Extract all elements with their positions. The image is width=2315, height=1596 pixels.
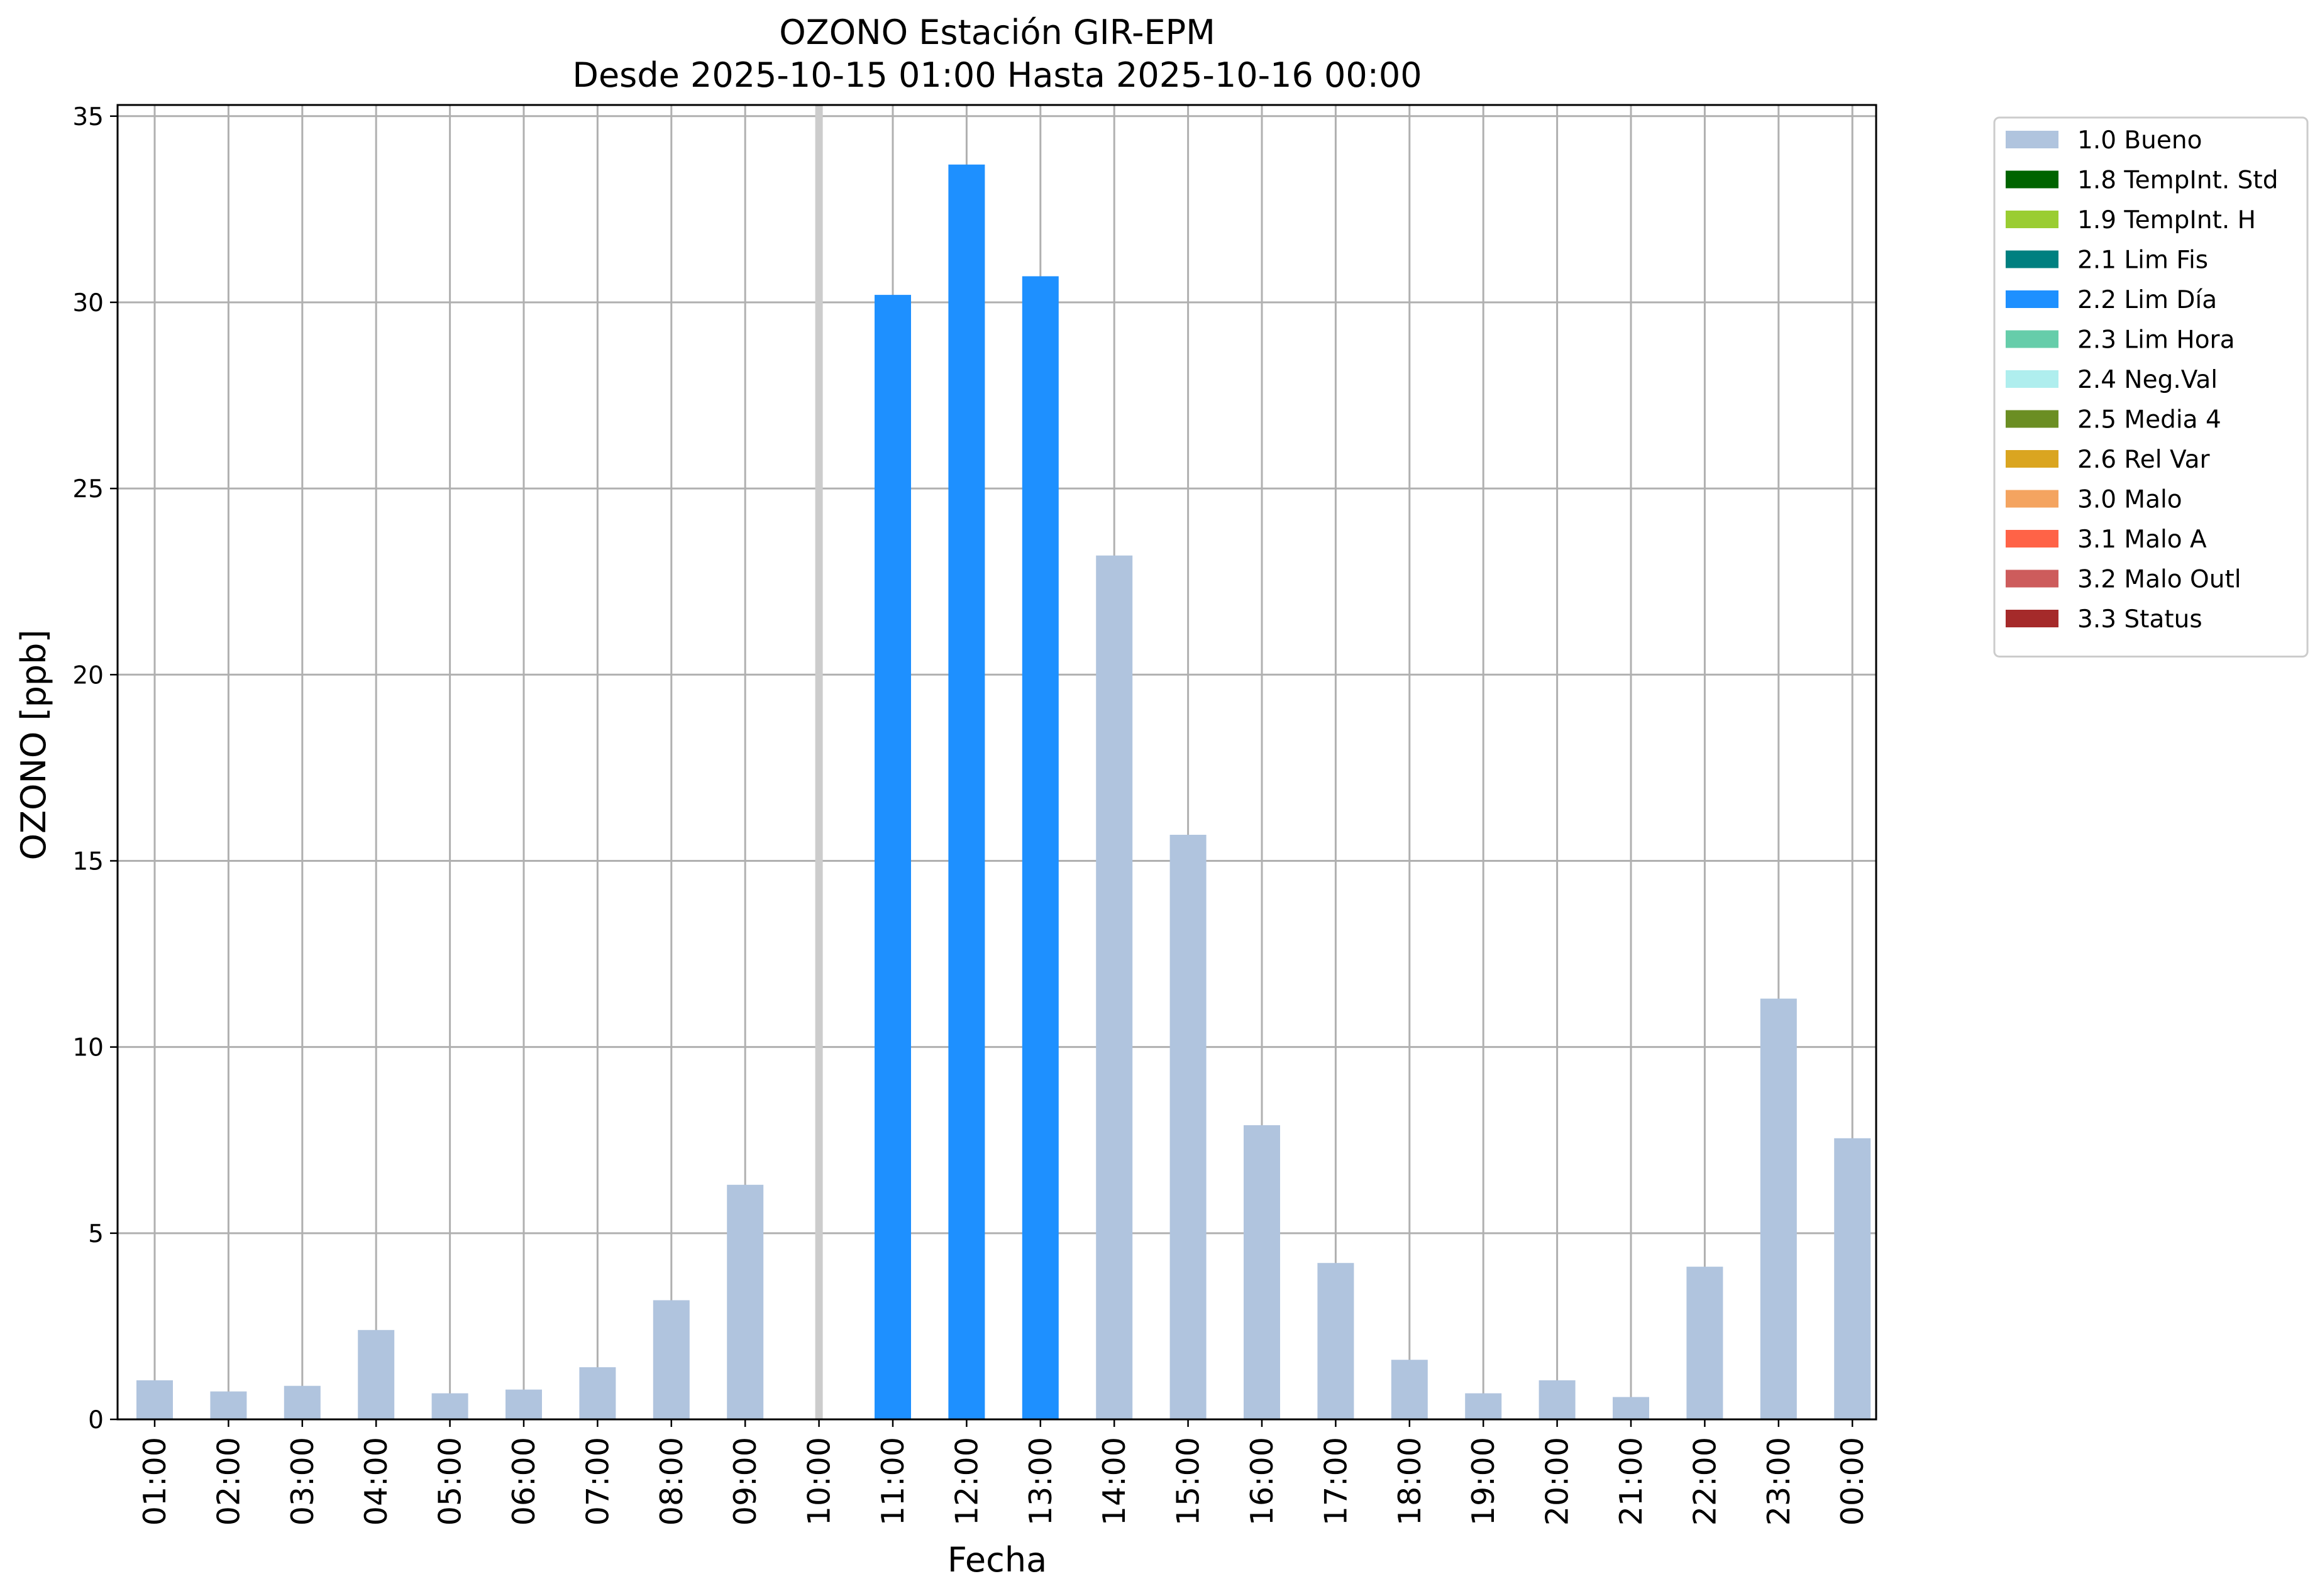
bar-07:00 — [579, 1367, 616, 1419]
legend-label: 3.1 Malo A — [2077, 526, 2207, 554]
legend-label: 1.9 TempInt. H — [2077, 206, 2256, 234]
bar-01:00 — [136, 1380, 173, 1419]
y-tick-label: 5 — [88, 1220, 104, 1248]
legend-label: 2.3 Lim Hora — [2077, 326, 2235, 355]
bar-21:00 — [1613, 1397, 1649, 1419]
plot-frame — [116, 104, 1877, 1421]
legend-swatch — [2006, 290, 2058, 308]
y-tick-label: 10 — [72, 1034, 104, 1062]
chart-title: OZONO Estación GIR-EPM — [779, 13, 1215, 52]
legend-label: 2.1 Lim Fis — [2077, 246, 2208, 275]
legend-swatch — [2006, 530, 2058, 548]
bar-06:00 — [506, 1389, 542, 1419]
x-tick-label: 00:00 — [1835, 1437, 1870, 1526]
legend-swatch — [2006, 170, 2058, 189]
x-tick-label: 15:00 — [1171, 1437, 1207, 1526]
x-tick-label: 20:00 — [1540, 1437, 1576, 1526]
legend-swatch — [2006, 370, 2058, 388]
x-tick-label: 14:00 — [1097, 1437, 1132, 1526]
legend-label: 1.8 TempInt. Std — [2077, 167, 2278, 195]
x-tick-label: 01:00 — [137, 1437, 173, 1526]
bar-14:00 — [1096, 555, 1133, 1419]
x-tick-label: 11:00 — [875, 1437, 911, 1526]
legend-swatch — [2006, 570, 2058, 588]
bar-02:00 — [210, 1391, 247, 1419]
legend-label: 2.5 Media 4 — [2077, 406, 2221, 434]
x-tick-label: 08:00 — [654, 1437, 690, 1526]
y-tick-label: 35 — [72, 103, 104, 131]
legend-swatch — [2006, 490, 2058, 508]
bar-00:00 — [1834, 1138, 1871, 1419]
legend-frame — [1993, 116, 2309, 658]
bar-17:00 — [1317, 1263, 1354, 1419]
x-tick-label: 09:00 — [727, 1437, 763, 1526]
bar-03:00 — [284, 1385, 321, 1419]
legend-swatch — [2006, 330, 2058, 348]
x-tick-label: 10:00 — [802, 1437, 837, 1526]
x-tick-label: 18:00 — [1392, 1437, 1428, 1526]
bar-11:00 — [875, 295, 911, 1420]
bar-09:00 — [727, 1184, 764, 1419]
bar-15:00 — [1169, 835, 1207, 1419]
x-tick-label: 06:00 — [506, 1437, 542, 1526]
y-tick-label: 15 — [72, 847, 104, 876]
x-tick-label: 21:00 — [1613, 1437, 1649, 1526]
bar-13:00 — [1022, 276, 1059, 1420]
chart-subtitle: Desde 2025-10-15 01:00 Hasta 2025-10-16 … — [572, 55, 1422, 95]
bar-23:00 — [1760, 998, 1797, 1419]
legend-swatch — [2006, 250, 2058, 268]
bar-20:00 — [1539, 1380, 1576, 1419]
x-tick-label: 04:00 — [358, 1437, 394, 1526]
legend-swatch — [2006, 131, 2058, 148]
legend-label: 2.6 Rel Var — [2077, 446, 2211, 474]
y-tick-label: 0 — [88, 1406, 104, 1434]
bars-layer — [136, 164, 1871, 1420]
legend-label: 2.4 Neg.Val — [2077, 366, 2218, 394]
x-axis-label: Fecha — [948, 1540, 1047, 1580]
x-tick-label: 23:00 — [1761, 1437, 1797, 1526]
axes-layer: 0 5 10 15 20 25 30 35 01:00 02:00 03:00 04:00 05:00 0… — [72, 103, 1877, 1526]
x-tick-label: 17:00 — [1318, 1437, 1354, 1526]
bar-16:00 — [1244, 1125, 1280, 1419]
legend-label: 3.2 Malo Outl — [2077, 566, 2241, 594]
x-tick-label: 07:00 — [580, 1437, 616, 1526]
legend-label: 1.0 Bueno — [2077, 126, 2202, 155]
x-tick-label: 12:00 — [949, 1437, 985, 1526]
legend-label: 3.0 Malo — [2077, 486, 2182, 514]
bar-04:00 — [358, 1329, 395, 1419]
x-tick-label: 02:00 — [211, 1437, 246, 1526]
legend: 1.0 Bueno 1.8 TempInt. Std 1.9 TempInt. H 2… — [1993, 116, 2309, 658]
x-tick-label: 16:00 — [1244, 1437, 1280, 1526]
bar-08:00 — [653, 1300, 690, 1419]
x-tick-label: 03:00 — [285, 1437, 321, 1526]
y-tick-label: 20 — [72, 661, 104, 690]
bar-19:00 — [1465, 1393, 1502, 1419]
bar-22:00 — [1686, 1267, 1723, 1419]
x-tick-label: 05:00 — [433, 1437, 468, 1526]
legend-label: 3.3 Status — [2077, 605, 2202, 634]
x-tick-label: 22:00 — [1687, 1437, 1723, 1526]
legend-label: 2.2 Lim Día — [2077, 286, 2217, 314]
bar-05:00 — [431, 1393, 468, 1419]
legend-swatch — [2006, 610, 2058, 627]
grid-layer — [118, 105, 1876, 1421]
x-tick-label: 19:00 — [1466, 1437, 1501, 1526]
legend-swatch — [2006, 211, 2058, 228]
y-tick-label: 25 — [72, 475, 104, 504]
legend-swatch — [2006, 450, 2058, 468]
y-tick-label: 30 — [72, 289, 104, 317]
bar-18:00 — [1391, 1360, 1428, 1419]
legend-swatch — [2006, 410, 2058, 428]
x-tick-label: 13:00 — [1023, 1437, 1059, 1526]
bar-12:00 — [948, 164, 985, 1419]
y-axis-label: OZONO [ppb] — [14, 629, 53, 860]
